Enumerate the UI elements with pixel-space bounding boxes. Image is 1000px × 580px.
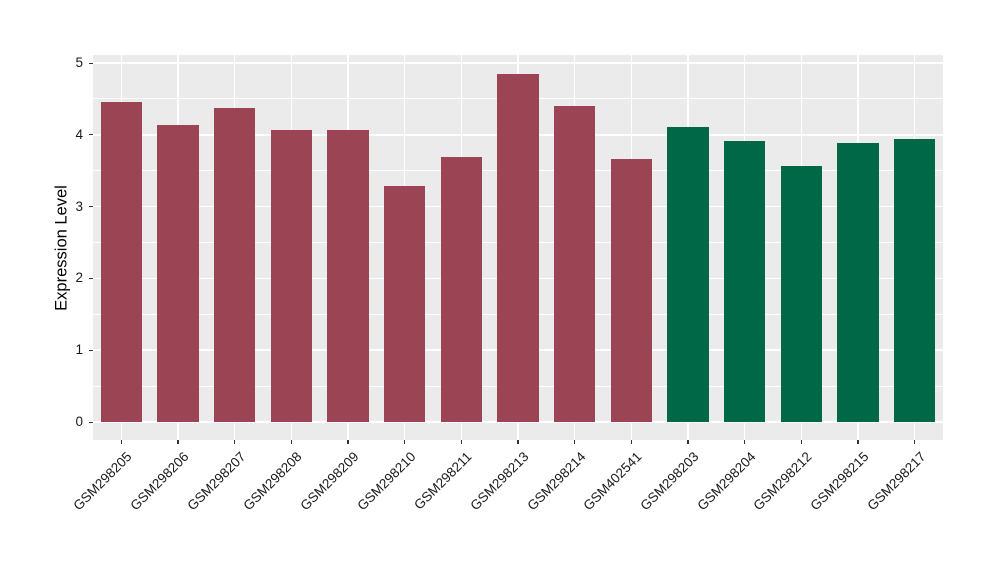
x-tick-mark: [234, 440, 236, 444]
bar-GSM298217: [893, 139, 936, 422]
y-tick-mark: [89, 206, 93, 208]
bar-GSM298208: [270, 130, 313, 422]
bar-GSM298209: [327, 129, 369, 422]
x-tick-mark: [574, 440, 576, 444]
bar-GSM298212: [780, 166, 823, 422]
bar-GSM298205: [100, 101, 143, 422]
x-tick-mark: [857, 440, 859, 444]
y-tick-mark: [89, 134, 93, 136]
bar-GSM298210: [383, 186, 426, 422]
x-tick-mark: [177, 440, 179, 444]
y-tick-label: 3: [75, 198, 83, 214]
bar-GSM298204: [723, 141, 766, 422]
y-tick-label: 5: [75, 55, 83, 70]
y-tick-mark: [89, 62, 93, 64]
y-tick-mark: [89, 421, 93, 423]
bar-GSM298203: [667, 126, 709, 422]
bar-GSM298213: [497, 73, 539, 422]
x-tick-mark: [744, 440, 746, 444]
y-axis-title: Expression Level: [52, 184, 71, 311]
x-tick-mark: [120, 440, 122, 444]
x-tick-mark: [687, 440, 689, 444]
x-tick-mark: [347, 440, 349, 444]
x-tick-mark: [404, 440, 406, 444]
y-tick-label: 4: [75, 126, 83, 142]
bar-GSM298206: [157, 125, 199, 422]
x-tick-mark: [630, 440, 632, 444]
bar-GSM298207: [213, 107, 256, 422]
x-tick-label-GSM298203: GSM298203: [637, 449, 702, 514]
y-tick-label: 0: [75, 414, 83, 429]
bar-GSM298214: [553, 106, 596, 422]
x-tick-label-GSM298215: GSM298215: [807, 449, 872, 514]
x-tick-label-GSM298217: GSM298217: [864, 449, 929, 514]
y-tick-label: 1: [75, 342, 83, 358]
x-tick-mark: [517, 440, 519, 444]
x-tick-label-GSM298209: GSM298209: [297, 449, 362, 514]
x-tick-mark: [800, 440, 802, 444]
bar-GSM298215: [837, 142, 879, 422]
y-tick-mark: [89, 277, 93, 280]
y-tick-label: 2: [75, 270, 83, 286]
bar-GSM402541: [610, 159, 653, 422]
x-tick-mark: [290, 440, 292, 444]
y-tick-mark: [89, 349, 93, 351]
x-tick-mark: [460, 440, 462, 444]
x-tick-label-GSM298213: GSM298213: [467, 449, 532, 514]
gridline-horizontal-major: [93, 62, 943, 64]
x-tick-label-GSM298206: GSM298206: [127, 449, 192, 514]
gridline-horizontal-major: [93, 421, 943, 423]
x-tick-mark: [914, 440, 916, 444]
bar-GSM298211: [440, 157, 483, 422]
